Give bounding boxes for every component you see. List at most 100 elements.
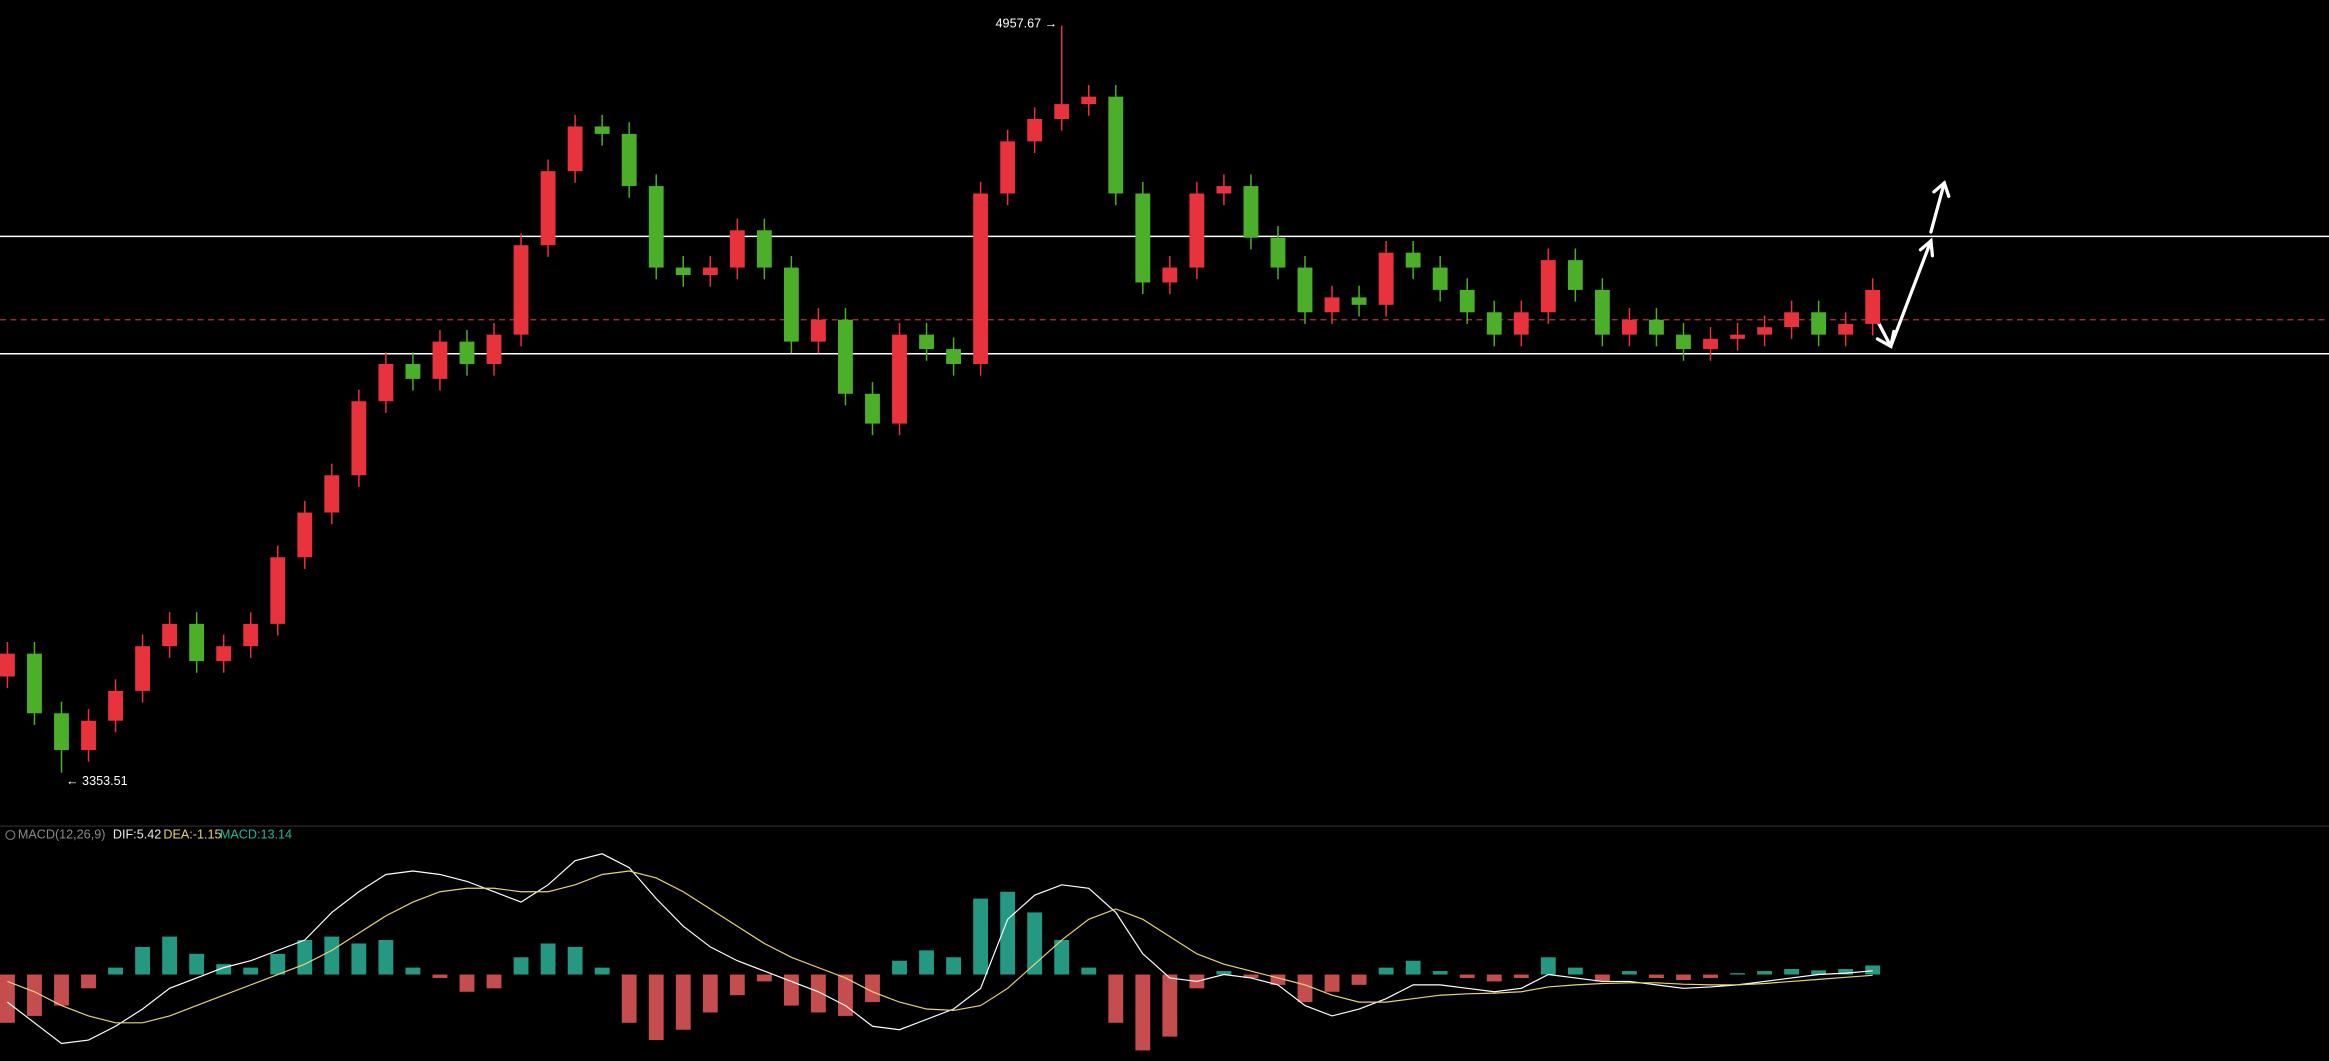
candle-body xyxy=(189,623,205,662)
macd-bar xyxy=(486,974,502,989)
macd-bar xyxy=(973,898,989,975)
candle-body xyxy=(1189,193,1205,268)
indicator-icon xyxy=(5,829,16,841)
candle-body xyxy=(459,341,475,364)
candle-body xyxy=(1405,252,1421,268)
candle-body xyxy=(946,349,962,364)
high-label: 4957.67 → xyxy=(996,16,1058,30)
macd-label: MACD:13.14 xyxy=(220,827,292,841)
macd-bar xyxy=(1811,970,1827,975)
macd-bar xyxy=(1459,974,1475,978)
candle-body xyxy=(351,401,367,476)
macd-bar xyxy=(594,967,610,975)
candle-body xyxy=(108,690,123,721)
macd-line xyxy=(7,853,1873,1045)
macd-bar xyxy=(1540,957,1556,975)
candle-body xyxy=(243,623,259,647)
macd-bar xyxy=(1757,971,1773,975)
candle-body xyxy=(0,653,15,677)
macd-bar xyxy=(1243,974,1259,978)
candle-body xyxy=(756,230,772,268)
macd-bar xyxy=(1054,940,1070,975)
candle-body xyxy=(405,363,421,379)
candle-body xyxy=(1757,327,1773,335)
macd-bar xyxy=(756,974,772,982)
arrow-segment xyxy=(1929,181,1946,234)
candle-body xyxy=(1324,297,1340,313)
candle-body xyxy=(540,171,556,246)
macd-bar xyxy=(865,974,880,1003)
candle-body xyxy=(1513,312,1529,335)
macd-title: MACD(12,26,9) xyxy=(18,827,106,841)
macd-bar xyxy=(1378,967,1394,975)
macd-bar xyxy=(1108,974,1124,1023)
macd-bar xyxy=(513,957,529,975)
macd-bar xyxy=(351,943,367,975)
macd-bar xyxy=(1081,967,1097,975)
candle-body xyxy=(1486,312,1502,335)
macd-bar xyxy=(1594,974,1610,982)
macd-bar xyxy=(1567,967,1583,975)
candle-body xyxy=(567,126,583,172)
macd-bar xyxy=(0,974,15,1023)
candle-body xyxy=(162,623,178,647)
candle-body xyxy=(324,475,340,513)
candle-body xyxy=(1676,334,1691,350)
candle-body xyxy=(1081,96,1097,105)
candle-body xyxy=(973,193,989,364)
macd-bar xyxy=(1270,974,1286,985)
candle-body xyxy=(1243,186,1259,238)
candle-body xyxy=(513,245,529,335)
macd-bar xyxy=(838,974,853,1016)
macd-bar xyxy=(1351,974,1367,985)
macd-bar xyxy=(27,974,42,1016)
candle-body xyxy=(1378,252,1394,305)
macd-bar xyxy=(324,936,340,975)
dea-label: DEA:-1.15 xyxy=(163,827,221,841)
candle-body xyxy=(1000,141,1016,194)
macd-bar xyxy=(1703,974,1718,978)
macd-bar xyxy=(432,974,448,978)
candle-body xyxy=(378,363,394,402)
candle-body xyxy=(648,186,664,268)
macd-bar xyxy=(1027,912,1043,975)
candle-body xyxy=(270,557,286,624)
candle-body xyxy=(783,267,799,342)
macd-bar xyxy=(189,953,205,975)
macd-bar xyxy=(675,974,691,1030)
macd-bar xyxy=(1649,974,1664,978)
candle-body xyxy=(1297,267,1313,313)
macd-bar xyxy=(108,967,123,975)
macd-bar xyxy=(378,940,394,975)
candle-body xyxy=(1838,323,1854,335)
candle-body xyxy=(27,653,42,714)
candle-body xyxy=(1784,312,1800,328)
macd-bar xyxy=(1432,971,1448,975)
arrow-head xyxy=(1932,180,1951,198)
candle-body xyxy=(1432,267,1448,290)
macd-bar xyxy=(892,960,907,975)
candle-body xyxy=(1540,260,1556,313)
macd-line xyxy=(7,870,1873,1024)
candle-body xyxy=(1865,289,1881,324)
macd-bar xyxy=(459,974,475,992)
macd-bar xyxy=(1865,965,1881,975)
macd-bar xyxy=(270,953,286,975)
candle-body xyxy=(216,646,232,662)
arrow-head xyxy=(1918,237,1935,258)
macd-bar xyxy=(648,974,664,1041)
candle-body xyxy=(1567,260,1583,290)
macd-bar xyxy=(405,967,421,975)
macd-bar xyxy=(1405,960,1421,975)
macd-bar xyxy=(162,936,178,975)
candle-body xyxy=(1703,338,1718,350)
macd-bar xyxy=(216,964,232,975)
candle-body xyxy=(594,126,610,134)
candle-body xyxy=(135,646,151,691)
macd-bar xyxy=(81,974,96,989)
macd-bar xyxy=(540,943,556,975)
candle-body xyxy=(297,512,313,558)
candle-body xyxy=(1108,96,1124,194)
candle-body xyxy=(838,319,853,394)
